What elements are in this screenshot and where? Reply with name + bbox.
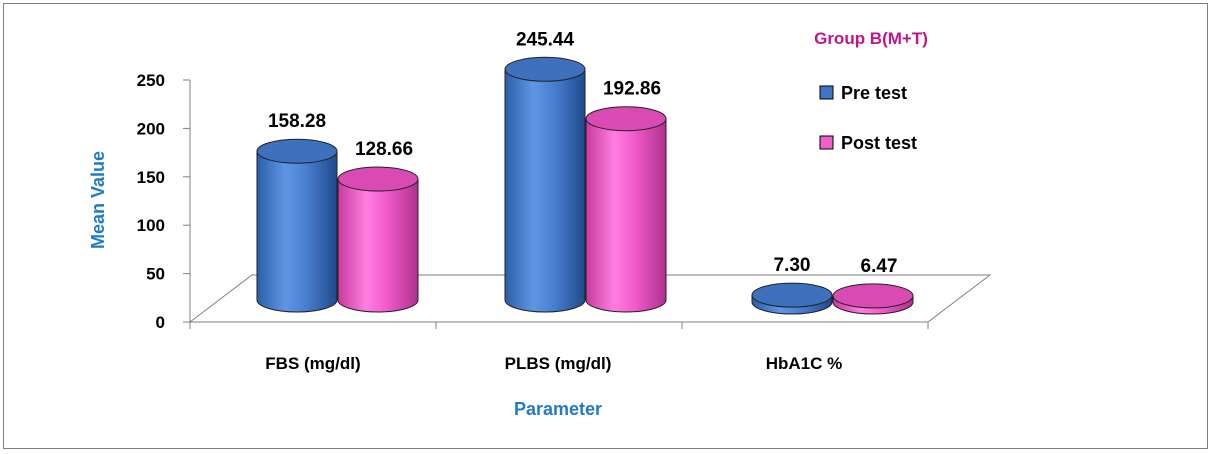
bar-post-test-0 (337, 166, 419, 313)
bar-body (337, 178, 419, 313)
legend-label: Post test (841, 133, 917, 153)
bar-body (585, 118, 667, 313)
category-labels-group: FBS (mg/dl) PLBS (mg/dl) HbA1C % (265, 354, 842, 373)
bars-group (256, 56, 914, 315)
data-label: 7.30 (774, 255, 811, 276)
legend-swatch (819, 85, 834, 100)
bar-pre-test-1 (504, 56, 586, 313)
bar-top (256, 138, 338, 164)
bar-top (832, 283, 914, 309)
bar-top (504, 56, 586, 82)
category-label: HbA1C % (766, 354, 843, 373)
bar-body (504, 68, 586, 313)
bar-pre-test-0 (256, 138, 338, 313)
y-tick-label: 200 (137, 119, 165, 138)
bar-top (585, 106, 667, 132)
bar-top (751, 282, 833, 308)
data-label: 192.86 (603, 79, 661, 100)
data-label: 158.28 (268, 111, 326, 132)
data-label: 128.66 (355, 139, 413, 160)
bar-pre-test-2 (751, 282, 833, 315)
category-label: FBS (mg/dl) (265, 354, 360, 373)
y-tick-label: 150 (137, 168, 165, 187)
bar-post-test-1 (585, 106, 667, 313)
legend-swatch (819, 135, 834, 150)
bar-body (256, 150, 338, 313)
bar-top (337, 166, 419, 192)
data-labels-group: 158.28 128.66 245.44 192.86 7.30 6.47 (268, 29, 898, 277)
y-axis-title: Mean Value (88, 151, 108, 249)
data-label: 6.47 (861, 256, 898, 277)
legend-label: Pre test (841, 83, 907, 103)
y-tick-label: 50 (146, 265, 165, 284)
y-tick-label: 100 (137, 216, 165, 235)
bar-post-test-2 (832, 283, 914, 315)
y-tick-label: 0 (156, 313, 165, 332)
x-axis-ticks (189, 322, 929, 329)
category-label: PLBS (mg/dl) (505, 354, 612, 373)
data-label: 245.44 (516, 29, 575, 50)
legend: Pre test Post test (819, 83, 917, 153)
y-tick-label: 250 (137, 71, 165, 90)
legend-title: Group B(M+T) (814, 29, 928, 48)
x-axis-title: Parameter (514, 399, 602, 419)
y-axis-ticks: 0 50 100 150 200 250 (137, 71, 190, 332)
